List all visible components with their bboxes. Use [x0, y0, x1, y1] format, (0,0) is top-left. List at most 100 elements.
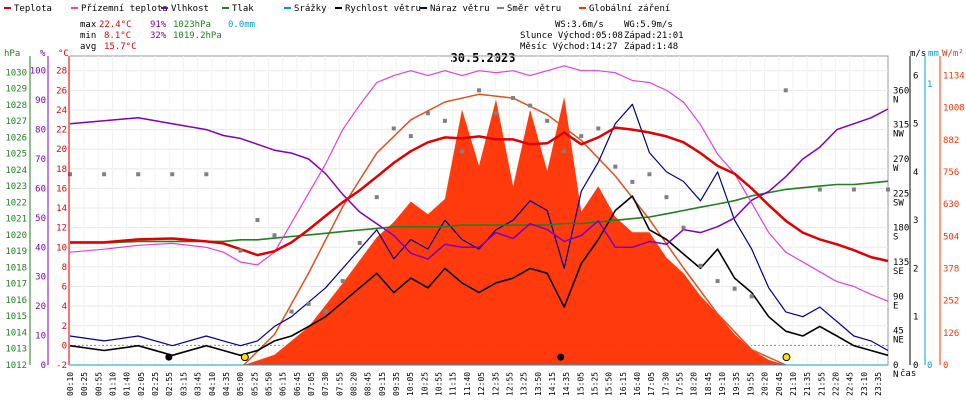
tick-hpa: 1021 [5, 215, 27, 225]
tick-c: 4 [62, 302, 67, 312]
x-tick-label: 17:30 [661, 372, 670, 396]
legend-label: Teplota [14, 4, 52, 14]
wind-direction-point [68, 172, 72, 177]
wind-direction-point [681, 225, 686, 230]
wind-direction-point [596, 126, 601, 131]
wind-direction-point [425, 111, 430, 116]
x-tick-label: 22:45 [846, 372, 855, 396]
x-tick-label: 03:15 [179, 372, 188, 396]
x-tick-label: 18:45 [704, 372, 713, 396]
tick-pct: 80 [35, 126, 46, 136]
tick-hpa: 1018 [5, 263, 27, 273]
x-tick-label: 09:35 [392, 372, 401, 396]
wind-direction-point [340, 279, 345, 284]
tick-wm2: 504 [943, 232, 959, 242]
tick-hpa: 1017 [5, 280, 27, 290]
stat-max-hum: 91% [150, 20, 167, 30]
legend: Teplota Přízemní teplota Vlhkost Tlak Srážky… [4, 4, 670, 14]
x-tick-label: 01:40 [123, 372, 132, 396]
tick-direction-deg: 360 [893, 86, 909, 96]
x-tick-label: 00:10 [66, 372, 75, 396]
tick-hpa: 1024 [5, 166, 27, 176]
x-tick-label: 12:55 [505, 372, 514, 396]
tick-c: 0 [62, 341, 67, 351]
tick-hpa: 1027 [5, 117, 27, 127]
tick-hpa: 1026 [5, 133, 27, 143]
legend-label: Směr větru [507, 4, 561, 14]
tick-direction-deg: 90 [893, 292, 904, 302]
x-tick-label: 02:55 [165, 372, 174, 396]
x-tick-label: 14:15 [548, 372, 557, 396]
tick-direction-label: NE [893, 336, 904, 346]
wind-direction-point [289, 309, 294, 314]
tick-c: 8 [62, 263, 67, 273]
tick-c: 6 [62, 283, 67, 293]
tick-ms: 4 [913, 168, 918, 178]
wind-direction-point [408, 134, 413, 139]
tick-pct: 90 [35, 96, 46, 106]
x-tick-label: 15:25 [590, 372, 599, 396]
tick-wm2: 630 [943, 200, 959, 210]
tick-direction-label: W [893, 164, 899, 174]
tick-wm2: 756 [943, 168, 959, 178]
x-tick-label: 02:25 [151, 372, 160, 396]
tick-c: 14 [56, 204, 67, 214]
tick-hpa: 1020 [5, 231, 27, 241]
tick-pct: 70 [35, 155, 46, 165]
x-tick-label: 07:55 [335, 372, 344, 396]
x-tick-label: 11:40 [463, 372, 472, 396]
stat-min-label: min [80, 31, 96, 41]
axis-unit-pct: % [40, 49, 46, 59]
wind-direction-point [783, 88, 788, 93]
tick-direction-deg: 0 [893, 361, 898, 371]
sun-marker [240, 353, 249, 362]
legend-label: Rychlost větru [345, 4, 421, 14]
tick-direction-deg: 315 [893, 121, 909, 131]
x-tick-label: 10:25 [420, 372, 429, 396]
tick-pct: 40 [35, 243, 46, 253]
tick-c: -2 [56, 361, 67, 371]
wind-direction-point [306, 301, 311, 306]
x-tick-label: 04:35 [222, 372, 231, 396]
axis-unit-ms: m/s [910, 49, 926, 59]
tick-wm2: 126 [943, 329, 959, 339]
x-tick-label: 08:20 [350, 372, 359, 396]
x-axis-unit: čas [900, 368, 916, 379]
x-tick-label: 00:55 [94, 372, 103, 396]
x-tick-label: 21:55 [817, 372, 826, 396]
tick-hpa: 1023 [5, 182, 27, 192]
stat-max-label: max [80, 20, 97, 30]
tick-direction-label: SE [893, 267, 904, 277]
wind-direction-point [459, 149, 464, 154]
tick-c: 20 [56, 145, 67, 155]
axis-unit-hpa: hPa [4, 49, 20, 59]
wind-direction-point [630, 179, 635, 184]
x-tick-label: 10:55 [435, 372, 444, 396]
wind-direction-point [374, 195, 379, 200]
x-tick-label: 06:15 [279, 372, 288, 396]
x-tick-label: 21:35 [803, 372, 812, 396]
tick-wm2: 378 [943, 264, 959, 274]
tick-hpa: 1025 [5, 150, 27, 160]
tick-wm2: 1134 [943, 71, 965, 81]
series-humidity [69, 108, 889, 260]
axis-unit-wm2: W/m² [942, 49, 964, 59]
tick-hpa: 1028 [5, 101, 27, 111]
axes: 00:10 00:25 00:55 01:10 01:40 02:05 02:25 02:55… [4, 49, 965, 396]
info-moon: Měsíc Východ:14:27 [520, 42, 618, 52]
stat-max-temp: 22.4°C [99, 20, 132, 30]
tick-direction-deg: 270 [893, 155, 909, 165]
stat-avg-temp: 15.7°C [104, 42, 137, 52]
wind-direction-point [732, 286, 737, 291]
wind-direction-point [528, 103, 533, 108]
stat-min-press: 1019.2hPa [173, 31, 222, 41]
tick-hpa: 1019 [5, 247, 27, 257]
x-tick-label: 22:20 [831, 372, 840, 396]
legend-label: Vlhkost [171, 4, 209, 14]
wind-direction-point [477, 88, 481, 93]
wind-direction-point [494, 111, 499, 116]
x-tick-label: 17:05 [647, 372, 656, 396]
tick-wm2: 252 [943, 297, 959, 307]
tick-hpa: 1022 [5, 198, 27, 208]
